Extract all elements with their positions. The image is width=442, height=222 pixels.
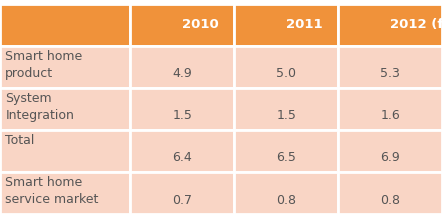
- Text: Total: Total: [5, 134, 34, 147]
- Text: 5.3: 5.3: [380, 67, 400, 80]
- Text: Smart home
service market: Smart home service market: [5, 176, 99, 206]
- Bar: [130, 88, 234, 130]
- Bar: [234, 88, 338, 130]
- Text: 6.5: 6.5: [276, 151, 296, 165]
- Text: 4.9: 4.9: [172, 67, 192, 80]
- Text: Smart home
product: Smart home product: [5, 50, 83, 80]
- Bar: [130, 130, 234, 172]
- Bar: [338, 130, 442, 172]
- Text: 0.8: 0.8: [276, 194, 296, 207]
- Text: 0.8: 0.8: [380, 194, 400, 207]
- Bar: [0, 46, 130, 88]
- Text: 1.5: 1.5: [276, 109, 296, 122]
- Bar: [338, 4, 442, 46]
- Text: 2010: 2010: [183, 18, 219, 32]
- Bar: [234, 172, 338, 214]
- Bar: [234, 4, 338, 46]
- Text: 1.5: 1.5: [172, 109, 192, 122]
- Bar: [234, 130, 338, 172]
- Bar: [0, 172, 130, 214]
- Bar: [234, 46, 338, 88]
- Bar: [130, 46, 234, 88]
- Text: 2012 (f): 2012 (f): [390, 18, 442, 32]
- Text: 5.0: 5.0: [276, 67, 296, 80]
- Bar: [130, 4, 234, 46]
- Text: 1.6: 1.6: [380, 109, 400, 122]
- Bar: [130, 172, 234, 214]
- Text: 2011: 2011: [286, 18, 323, 32]
- Bar: [0, 130, 130, 172]
- Bar: [338, 46, 442, 88]
- Text: 6.9: 6.9: [380, 151, 400, 165]
- Text: 6.4: 6.4: [172, 151, 192, 165]
- Bar: [0, 4, 130, 46]
- Bar: [0, 88, 130, 130]
- Bar: [338, 88, 442, 130]
- Bar: [338, 172, 442, 214]
- Text: System
Integration: System Integration: [5, 92, 74, 122]
- Text: 0.7: 0.7: [172, 194, 192, 207]
